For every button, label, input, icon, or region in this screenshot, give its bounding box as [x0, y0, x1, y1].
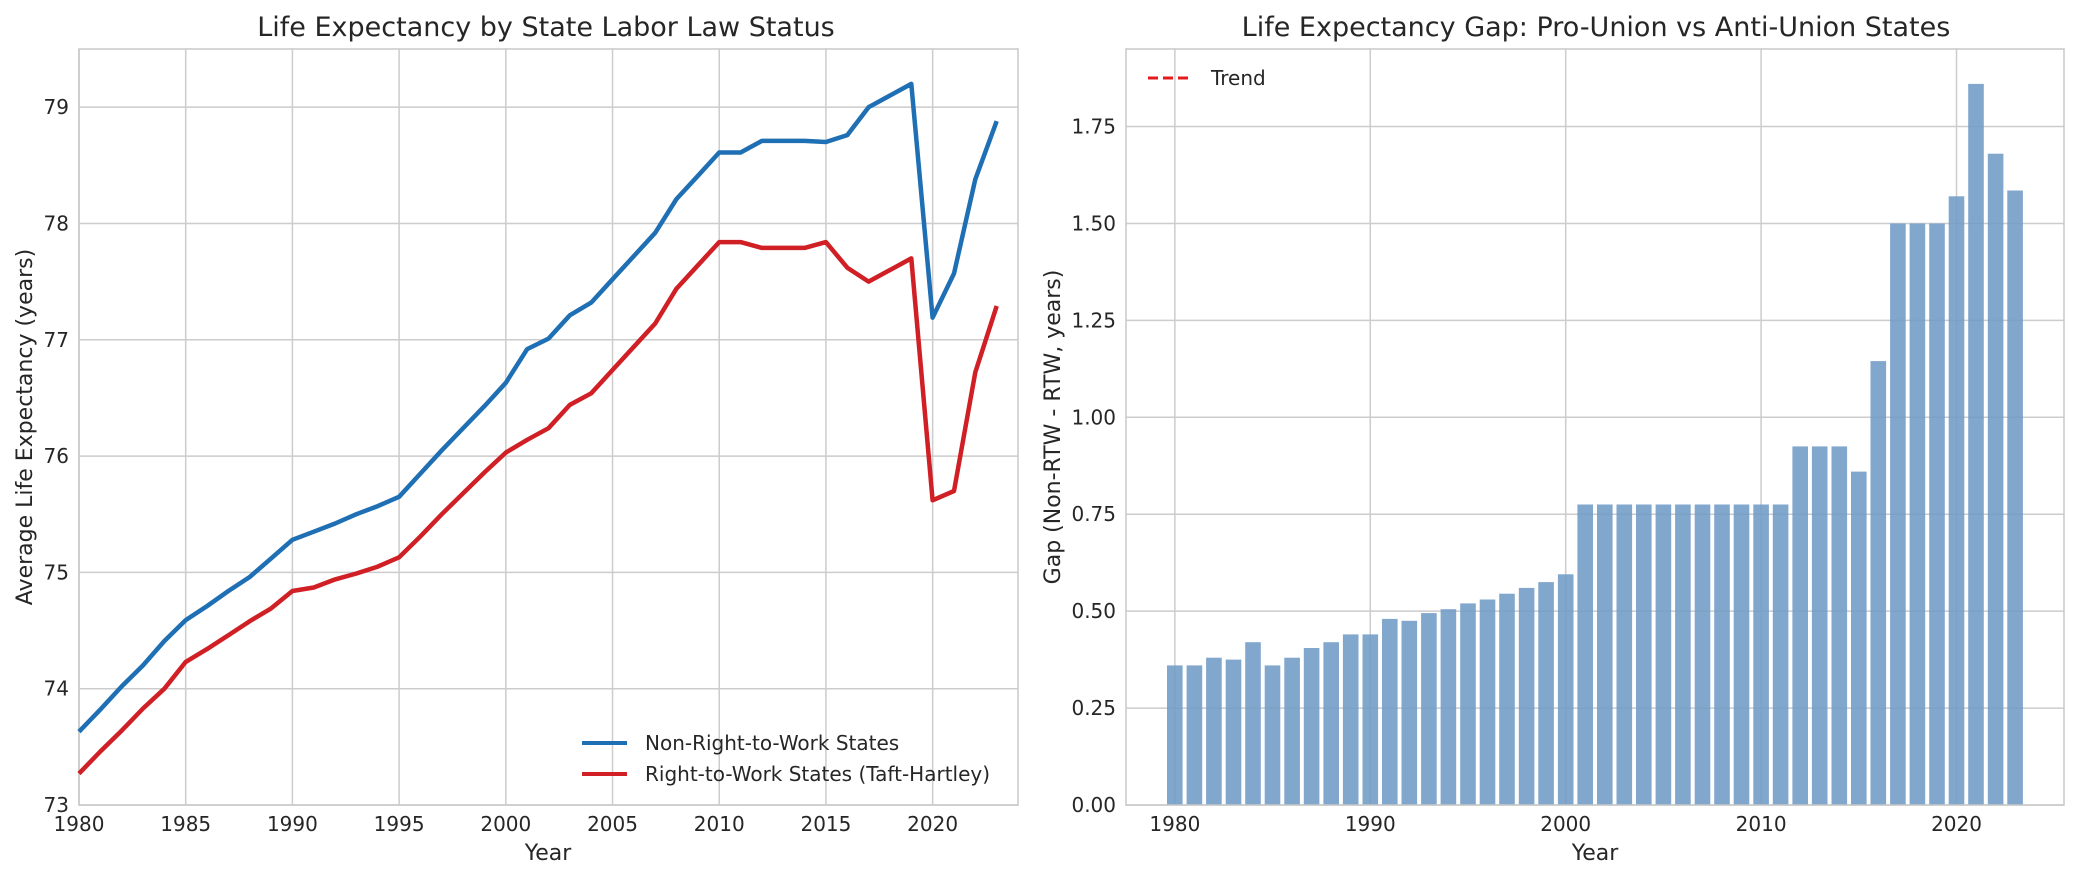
- life-expectancy-line-chart: Life Expectancy by State Labor Law Statu…: [13, 12, 1019, 866]
- left-x-tick-label: 1990: [267, 812, 318, 836]
- left-x-tick-label: 1985: [160, 812, 211, 836]
- left-plot-frame: [78, 48, 1019, 806]
- left-y-tick-label: 73: [44, 793, 69, 817]
- left-y-axis-label: Average Life Expectancy (years): [13, 249, 38, 605]
- right-legend: Trend: [1148, 66, 1266, 90]
- gap-bar: [1518, 587, 1535, 805]
- series-line-non-rtw: [77, 81, 999, 734]
- right-y-tick-label: 1.25: [1071, 308, 1116, 332]
- left-x-tick-label: 2000: [480, 812, 531, 836]
- gap-bar: [2007, 190, 2023, 805]
- left-y-tick-label: 79: [44, 95, 69, 119]
- gap-bar: [1245, 642, 1261, 805]
- gap-bar: [1929, 223, 1945, 805]
- gap-bar: [1616, 504, 1633, 805]
- gap-bar: [1303, 648, 1320, 805]
- left-x-tick-label: 1980: [54, 812, 105, 836]
- right-y-tick-label: 1.00: [1071, 405, 1116, 429]
- gap-bar: [1831, 446, 1848, 805]
- gap-bar: [1362, 634, 1379, 805]
- gap-bar: [1987, 153, 2004, 805]
- legend-label-trend: Trend: [1210, 66, 1266, 90]
- left-x-tick-label: 1995: [374, 812, 425, 836]
- right-x-tick-label: 1990: [1345, 812, 1396, 836]
- right-chart-title: Life Expectancy Gap: Pro-Union vs Anti-U…: [1242, 12, 1951, 43]
- left-y-tick-label: 76: [44, 444, 69, 468]
- gap-bar: [1870, 361, 1887, 805]
- left-x-tick-label: 2020: [907, 812, 958, 836]
- right-bars: [1167, 83, 2023, 806]
- left-y-ticks: 73 74 75 76 77 78 79: [44, 95, 69, 817]
- gap-bar: [1792, 446, 1808, 805]
- right-y-tick-label: 1.75: [1071, 115, 1116, 139]
- gap-bar: [1890, 223, 1906, 805]
- right-x-ticks: 1980 1990 2000 2010 2020: [1149, 812, 1982, 836]
- life-expectancy-gap-bar-chart: Life Expectancy Gap: Pro-Union vs Anti-U…: [1041, 12, 2065, 866]
- gap-bar: [1206, 657, 1222, 805]
- left-legend: Non-Right-to-Work States Right-to-Work S…: [582, 731, 990, 786]
- left-x-tick-label: 2015: [800, 812, 851, 836]
- legend-label-rtw: Right-to-Work States (Taft-Hartley): [645, 762, 990, 786]
- gap-bar: [1851, 471, 1867, 805]
- gap-bar: [1499, 593, 1515, 805]
- right-y-tick-label: 1.50: [1071, 211, 1116, 235]
- gap-bar: [1323, 642, 1339, 805]
- right-y-ticks: 0.00 0.25 0.50 0.75 1.00 1.25 1.50 1.75: [1071, 115, 1116, 817]
- right-y-tick-label: 0.25: [1071, 696, 1116, 720]
- gap-bar: [1948, 196, 1965, 806]
- right-x-tick-label: 2000: [1540, 812, 1591, 836]
- gap-bar: [1694, 504, 1711, 805]
- gap-bar: [1557, 574, 1574, 805]
- right-x-axis-label: Year: [1571, 841, 1620, 866]
- gap-bar: [1772, 504, 1789, 805]
- right-x-tick-label: 2020: [1931, 812, 1982, 836]
- gap-bar: [1167, 665, 1183, 805]
- gap-bar: [1264, 665, 1281, 805]
- gap-bar: [1636, 504, 1652, 805]
- right-y-axis-label: Gap (Non-RTW - RTW, years): [1041, 270, 1066, 585]
- gap-bar: [1655, 504, 1672, 805]
- right-plot-frame: [1125, 48, 2065, 806]
- left-series-lines: [77, 81, 999, 776]
- gap-bar: [1811, 446, 1828, 805]
- left-y-tick-label: 78: [44, 211, 69, 235]
- gap-bar: [1597, 504, 1613, 805]
- gap-bar: [1675, 504, 1691, 805]
- gap-bar: [1577, 504, 1593, 805]
- gap-bar: [1714, 504, 1730, 805]
- left-y-tick-label: 77: [44, 328, 69, 352]
- gap-bar: [1225, 659, 1242, 805]
- gap-bar: [1479, 599, 1496, 805]
- left-chart-title: Life Expectancy by State Labor Law Statu…: [257, 12, 835, 43]
- legend-label-non-rtw: Non-Right-to-Work States: [645, 731, 899, 755]
- gap-bar: [1909, 223, 1926, 805]
- gap-bar: [1968, 83, 1984, 805]
- gap-bar: [1284, 657, 1300, 805]
- right-y-tick-label: 0.75: [1071, 502, 1116, 526]
- left-x-ticks: 1980 1985 1990 1995 2000 2005 2010 2015 2020: [54, 812, 959, 836]
- right-y-tick-label: 0.00: [1071, 793, 1116, 817]
- left-x-tick-label: 2010: [694, 812, 745, 836]
- gap-bar: [1460, 603, 1476, 805]
- gap-bar: [1538, 582, 1554, 805]
- gap-bar: [1401, 620, 1418, 805]
- left-x-tick-label: 2005: [587, 812, 638, 836]
- gap-bar: [1421, 613, 1437, 805]
- gap-bar: [1733, 504, 1750, 805]
- right-x-tick-label: 1980: [1149, 812, 1200, 836]
- right-y-tick-label: 0.50: [1071, 599, 1116, 623]
- gap-bar: [1342, 634, 1359, 805]
- gap-bar: [1440, 609, 1457, 805]
- gap-bar: [1186, 665, 1203, 805]
- series-line-rtw: [77, 239, 999, 776]
- gap-bar: [1382, 618, 1398, 805]
- left-x-axis-label: Year: [524, 841, 573, 866]
- left-y-tick-label: 75: [44, 560, 69, 584]
- right-x-tick-label: 2010: [1736, 812, 1787, 836]
- gap-bar: [1753, 504, 1769, 805]
- left-y-tick-label: 74: [44, 677, 69, 701]
